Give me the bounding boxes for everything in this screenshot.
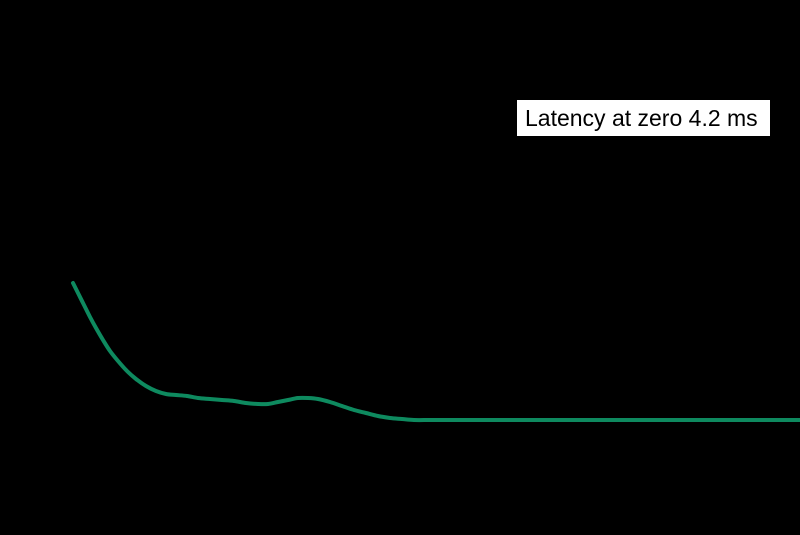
latency-annotation-box: Latency at zero 4.2 ms <box>517 100 770 136</box>
latency-curve-line <box>71 281 800 423</box>
latency-annotation-label: Latency at zero 4.2 ms <box>525 104 758 131</box>
